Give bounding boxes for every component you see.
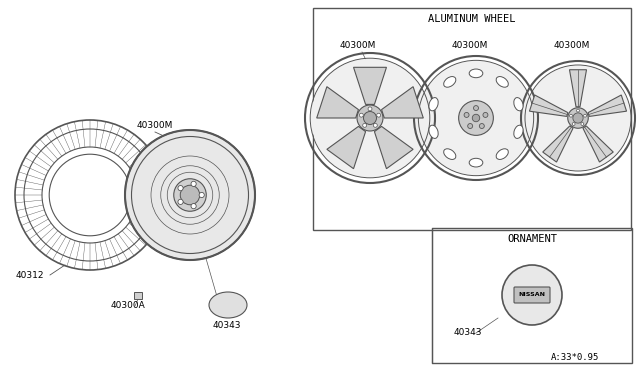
Circle shape bbox=[178, 199, 183, 205]
Ellipse shape bbox=[469, 158, 483, 167]
Circle shape bbox=[178, 186, 183, 191]
Circle shape bbox=[199, 192, 204, 198]
Circle shape bbox=[581, 122, 584, 125]
Text: 40224: 40224 bbox=[173, 191, 201, 200]
Polygon shape bbox=[588, 95, 627, 116]
Circle shape bbox=[377, 113, 381, 117]
Circle shape bbox=[364, 112, 376, 125]
Circle shape bbox=[180, 185, 200, 205]
Ellipse shape bbox=[429, 97, 438, 111]
Text: 40312: 40312 bbox=[16, 271, 44, 280]
Circle shape bbox=[363, 124, 367, 127]
Polygon shape bbox=[529, 95, 568, 116]
FancyBboxPatch shape bbox=[514, 287, 550, 303]
Text: 40300M: 40300M bbox=[452, 41, 488, 50]
Text: 40300A: 40300A bbox=[111, 301, 145, 310]
Circle shape bbox=[472, 114, 480, 122]
Polygon shape bbox=[570, 70, 586, 107]
Text: ALUMINUM WHEEL: ALUMINUM WHEEL bbox=[428, 14, 516, 24]
Bar bbox=[313, 8, 631, 230]
Ellipse shape bbox=[496, 149, 508, 160]
Ellipse shape bbox=[444, 149, 456, 160]
Circle shape bbox=[572, 122, 575, 125]
Circle shape bbox=[568, 108, 588, 128]
Polygon shape bbox=[374, 126, 413, 169]
Circle shape bbox=[573, 113, 583, 123]
Circle shape bbox=[125, 130, 255, 260]
Ellipse shape bbox=[469, 69, 483, 78]
Bar bbox=[134, 292, 142, 299]
Circle shape bbox=[483, 112, 488, 118]
Text: ORNAMENT: ORNAMENT bbox=[507, 234, 557, 244]
Circle shape bbox=[474, 106, 479, 110]
Circle shape bbox=[584, 114, 586, 117]
Bar bbox=[432, 228, 632, 363]
Circle shape bbox=[173, 179, 206, 211]
Circle shape bbox=[368, 107, 372, 111]
Circle shape bbox=[360, 113, 364, 117]
Circle shape bbox=[502, 265, 562, 325]
Polygon shape bbox=[583, 126, 613, 162]
Circle shape bbox=[525, 65, 630, 170]
Ellipse shape bbox=[444, 77, 456, 87]
Circle shape bbox=[459, 101, 493, 135]
Polygon shape bbox=[317, 87, 358, 118]
Polygon shape bbox=[353, 67, 387, 105]
Text: 40311: 40311 bbox=[138, 198, 166, 207]
Circle shape bbox=[419, 61, 533, 175]
Ellipse shape bbox=[514, 97, 523, 111]
Text: NISSAN: NISSAN bbox=[518, 292, 545, 298]
Circle shape bbox=[479, 124, 484, 128]
Circle shape bbox=[191, 203, 196, 209]
Circle shape bbox=[577, 109, 579, 112]
Ellipse shape bbox=[429, 125, 438, 138]
Circle shape bbox=[357, 105, 383, 131]
Circle shape bbox=[468, 124, 473, 128]
Text: A:33*0.95: A:33*0.95 bbox=[551, 353, 599, 362]
Text: 40343: 40343 bbox=[454, 328, 483, 337]
Circle shape bbox=[373, 124, 378, 127]
Ellipse shape bbox=[209, 292, 247, 318]
Circle shape bbox=[464, 112, 469, 118]
Polygon shape bbox=[381, 87, 423, 118]
Text: 40300M: 40300M bbox=[340, 41, 376, 50]
Ellipse shape bbox=[514, 125, 523, 138]
Text: 40300M: 40300M bbox=[554, 41, 590, 50]
Text: 40343: 40343 bbox=[213, 321, 241, 330]
Polygon shape bbox=[543, 126, 573, 162]
Ellipse shape bbox=[496, 77, 508, 87]
Circle shape bbox=[191, 181, 196, 186]
Text: 40300M: 40300M bbox=[137, 121, 173, 130]
Circle shape bbox=[570, 114, 572, 117]
Circle shape bbox=[311, 59, 429, 177]
Polygon shape bbox=[327, 126, 365, 169]
